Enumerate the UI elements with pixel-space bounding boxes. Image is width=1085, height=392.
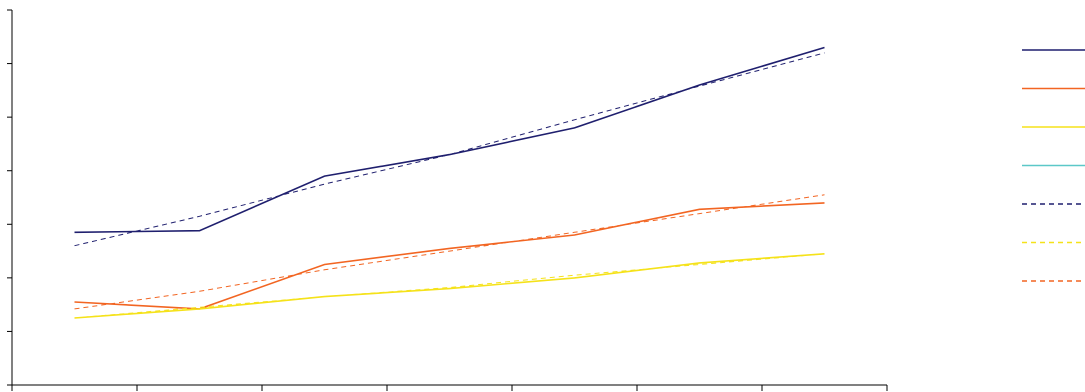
trendline-5: [74, 253, 825, 319]
chart-series: [74, 46, 825, 319]
chart-axes: [7, 9, 888, 391]
series-line-0: [74, 46, 825, 234]
series-line-2: [74, 253, 825, 319]
trendline-6: [74, 194, 825, 310]
series-line-1: [74, 202, 825, 310]
trendline-4: [74, 52, 825, 247]
chart-legend: [1022, 49, 1085, 282]
